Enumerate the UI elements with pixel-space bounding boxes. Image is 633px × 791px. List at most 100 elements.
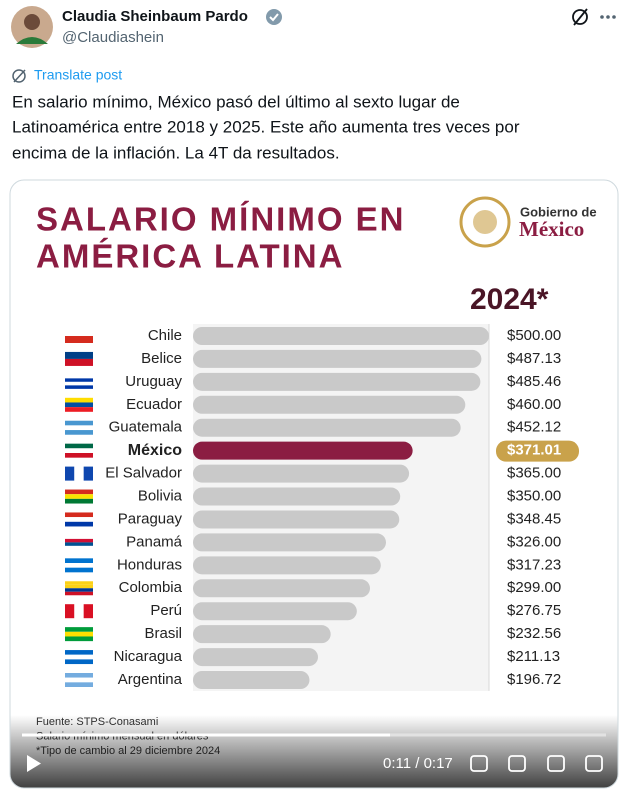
verified-check xyxy=(269,13,279,22)
grok-icon[interactable] xyxy=(572,9,588,25)
category-label: Paraguay xyxy=(118,510,183,527)
flag xyxy=(65,448,93,453)
flag xyxy=(65,420,93,426)
category-label: Nicaragua xyxy=(114,648,183,665)
avatar-sash xyxy=(16,37,48,44)
flag xyxy=(65,336,93,343)
flag xyxy=(65,494,93,499)
flag xyxy=(65,558,93,563)
category-label: México xyxy=(128,442,182,459)
flag xyxy=(65,567,93,573)
flag xyxy=(65,378,93,382)
value-label: $452.12 xyxy=(507,419,561,436)
value-label: $276.75 xyxy=(507,602,561,619)
category-label: Colombia xyxy=(119,579,183,596)
translate-icon xyxy=(12,69,26,83)
verified-badge xyxy=(266,9,282,25)
picture-in-picture-button[interactable] xyxy=(547,755,565,772)
bar xyxy=(193,625,331,644)
flag xyxy=(65,498,93,504)
author[interactable]: Claudia Sheinbaum Pardo xyxy=(62,8,248,25)
chart-title: AMÉRICA LATINA xyxy=(36,238,344,275)
bar xyxy=(193,441,413,460)
flag xyxy=(65,584,93,589)
bar xyxy=(193,510,400,529)
flag xyxy=(65,521,93,527)
flag xyxy=(65,627,93,632)
flag xyxy=(65,425,93,431)
value-label: $196.72 xyxy=(507,671,561,688)
flag xyxy=(65,545,93,550)
category-label: Brasil xyxy=(144,625,182,642)
flag xyxy=(65,385,93,389)
chart-title: SALARIO MÍNIMO EN xyxy=(36,201,406,238)
flag xyxy=(65,430,93,435)
value-label: $365.00 xyxy=(507,465,561,482)
post-text: encima de la inflación. La 4T da resulta… xyxy=(12,143,340,162)
value-label: $299.00 xyxy=(507,579,561,596)
bar xyxy=(193,671,310,689)
category-label: El Salvador xyxy=(105,465,182,482)
value-label: $460.00 xyxy=(507,396,561,413)
logo-text: Gobierno de xyxy=(520,204,597,219)
category-label: Ecuador xyxy=(126,396,182,413)
flag xyxy=(65,677,93,683)
flag xyxy=(65,654,93,660)
flag xyxy=(65,407,93,412)
category-label: Belice xyxy=(141,350,182,367)
translate-link[interactable]: Translate post xyxy=(34,67,122,83)
settings-button[interactable] xyxy=(508,755,526,772)
flag xyxy=(65,636,93,642)
bar xyxy=(193,487,401,506)
flag xyxy=(83,466,93,481)
flag xyxy=(65,397,93,403)
value-label-pill xyxy=(496,440,579,462)
value-label: $326.00 xyxy=(507,533,561,550)
handle[interactable]: @Claudiashein xyxy=(62,29,164,46)
bar xyxy=(193,327,489,345)
play-button[interactable] xyxy=(27,755,41,772)
category-label: Honduras xyxy=(117,556,182,573)
value-label: $317.23 xyxy=(507,556,561,573)
volume-button[interactable] xyxy=(470,755,488,772)
bar xyxy=(193,372,481,391)
bar xyxy=(193,602,357,621)
value-label: $487.13 xyxy=(507,350,561,367)
category-label: Chile xyxy=(148,327,182,344)
media-border xyxy=(9,179,619,789)
category-label: Panamá xyxy=(126,533,183,550)
flag xyxy=(65,542,93,546)
value-label: $350.00 xyxy=(507,488,561,505)
category-label: Guatemala xyxy=(109,419,183,436)
fullscreen-button[interactable] xyxy=(585,755,603,772)
bar xyxy=(193,349,482,368)
category-label: Perú xyxy=(150,602,182,619)
controls-shade xyxy=(10,715,618,788)
flag xyxy=(74,466,84,481)
value-label: $348.45 xyxy=(507,510,561,527)
flag xyxy=(65,329,93,336)
avatar-head xyxy=(24,14,40,30)
flag xyxy=(65,402,93,408)
value-label: $211.13 xyxy=(507,648,560,665)
flag xyxy=(65,535,93,539)
translate-slash xyxy=(13,69,26,83)
logo-seal xyxy=(459,196,511,248)
flag xyxy=(65,374,93,379)
flag xyxy=(65,358,93,366)
flag xyxy=(65,588,93,592)
more-menu[interactable] xyxy=(600,15,616,19)
flag xyxy=(65,453,93,458)
bar xyxy=(193,418,461,437)
bar xyxy=(193,464,410,483)
flag xyxy=(65,631,93,637)
flag xyxy=(65,563,93,568)
flag xyxy=(65,673,93,678)
value-label: $371.01 xyxy=(507,442,561,459)
value-label: $232.56 xyxy=(507,625,561,642)
flag xyxy=(65,659,93,665)
category-label: Argentina xyxy=(118,671,183,688)
bar xyxy=(193,579,371,598)
